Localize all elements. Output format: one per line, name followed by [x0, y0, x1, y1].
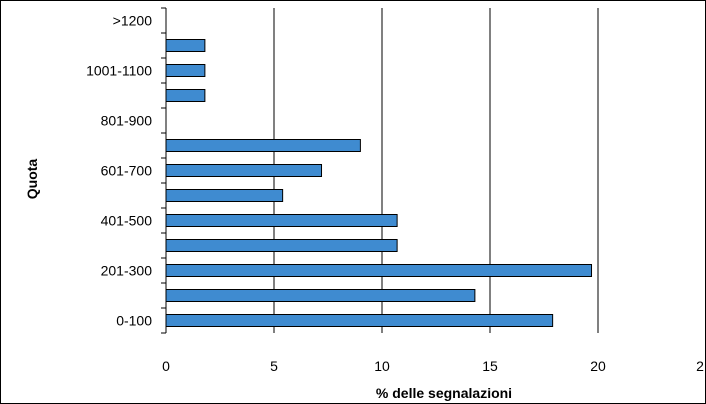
y-tick-label: >1200 — [113, 13, 153, 29]
y-tick-label: 601-700 — [101, 163, 153, 179]
x-tick-label: 20 — [590, 358, 606, 374]
bars — [165, 39, 593, 327]
y-axis-title: Quota — [24, 159, 40, 200]
bar-201-300 — [165, 264, 593, 277]
bar-1101-1200 — [165, 39, 206, 52]
x-tick-label: 2 — [696, 358, 704, 374]
x-tick-label: 10 — [374, 358, 390, 374]
y-tick-label: 201-300 — [101, 263, 153, 279]
x-axis-title: % delle segnalazioni — [376, 385, 512, 401]
bar-601-700 — [165, 164, 323, 177]
bar-1001-1100 — [165, 64, 206, 77]
bar-701-800 — [165, 139, 361, 152]
y-tick-label: 0-100 — [116, 313, 152, 329]
bar-501-600 — [165, 189, 284, 202]
y-tick-label: 1001-1100 — [86, 63, 152, 79]
y-axis: 0-100 201-300 401-500 601-700 801-900 1001-11… — [86, 7, 167, 334]
x-tick-label: 5 — [270, 358, 278, 374]
y-tick-label: 401-500 — [101, 213, 153, 229]
bar-0-100 — [165, 314, 554, 327]
bar-101-200 — [165, 289, 476, 302]
bar-301-400 — [165, 239, 398, 252]
x-axis: 0 5 10 15 20 2 — [162, 358, 704, 374]
bar-401-500 — [165, 214, 398, 227]
y-tick-label: 801-900 — [101, 113, 153, 129]
x-tick-label: 0 — [162, 358, 170, 374]
x-tick-label: 15 — [482, 358, 498, 374]
bar-901-1000 — [165, 89, 206, 102]
